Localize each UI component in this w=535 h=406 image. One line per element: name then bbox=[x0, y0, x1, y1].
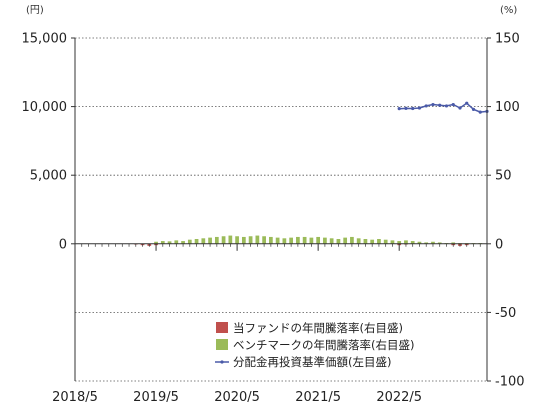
bar bbox=[154, 241, 158, 244]
right-tick-label: 100 bbox=[495, 100, 520, 115]
bar bbox=[235, 236, 239, 244]
bar bbox=[390, 240, 395, 244]
legend-swatch-benchmark bbox=[216, 339, 228, 350]
bar bbox=[255, 235, 260, 244]
bar bbox=[221, 236, 226, 244]
right-tick-label: 50 bbox=[495, 169, 512, 184]
grid-lines bbox=[75, 37, 487, 382]
nav-point bbox=[478, 110, 482, 114]
bar bbox=[167, 241, 172, 244]
axes bbox=[74, 38, 488, 381]
nav-point bbox=[444, 104, 449, 108]
bar bbox=[241, 236, 246, 244]
bar bbox=[363, 238, 368, 244]
line-series bbox=[397, 101, 489, 114]
bar bbox=[160, 241, 165, 244]
right-axis-ticks: 150 100 50 0 -50 -100 bbox=[487, 32, 525, 390]
bar bbox=[417, 241, 422, 244]
left-tick-label: 5,000 bbox=[30, 169, 67, 184]
bar bbox=[262, 236, 266, 244]
bar bbox=[187, 239, 192, 244]
bar bbox=[336, 238, 341, 244]
legend-marker-nav bbox=[220, 360, 224, 364]
nav-point bbox=[397, 107, 401, 111]
nav-point bbox=[404, 106, 408, 110]
bar bbox=[289, 237, 293, 244]
bar bbox=[356, 238, 361, 244]
legend-label-nav: 分配金再投資基準価額(左目盛) bbox=[233, 355, 391, 369]
bar bbox=[343, 237, 348, 244]
nav-point bbox=[424, 104, 428, 108]
bar bbox=[350, 236, 354, 244]
right-tick-label: 0 bbox=[495, 237, 503, 252]
bar bbox=[275, 237, 280, 244]
bar bbox=[282, 238, 287, 244]
x-axis-ticks: 2018/5 2019/5 2020/5 2021/5 2022/5 bbox=[52, 243, 481, 405]
bar bbox=[214, 236, 219, 244]
x-tick-label: 2018/5 bbox=[52, 390, 98, 405]
bar bbox=[194, 238, 199, 244]
bar bbox=[377, 238, 381, 244]
bar bbox=[397, 241, 402, 244]
right-axis-unit: (%) bbox=[500, 5, 517, 16]
legend-swatch-fund bbox=[216, 322, 228, 333]
nav-point bbox=[451, 102, 455, 107]
nav-point bbox=[411, 106, 415, 111]
left-tick-label: 15,000 bbox=[22, 32, 68, 47]
nav-point bbox=[417, 106, 422, 110]
nav-point bbox=[471, 107, 476, 111]
bar bbox=[451, 242, 456, 244]
bar bbox=[248, 236, 253, 244]
right-tick-label: -100 bbox=[495, 375, 525, 390]
bar bbox=[201, 238, 206, 244]
bar bbox=[309, 237, 314, 244]
nav-point bbox=[438, 103, 442, 107]
right-tick-label: -50 bbox=[495, 306, 516, 321]
bar bbox=[323, 237, 327, 244]
bar bbox=[410, 241, 415, 244]
nav-point bbox=[465, 101, 469, 105]
bar bbox=[431, 241, 435, 244]
left-axis-ticks: 15,000 10,000 5,000 0 bbox=[22, 32, 75, 252]
bar bbox=[296, 236, 300, 244]
bar bbox=[383, 239, 388, 244]
nav-point bbox=[431, 102, 435, 107]
x-tick-label: 2020/5 bbox=[214, 390, 260, 405]
bar bbox=[228, 235, 233, 244]
bar bbox=[329, 238, 334, 244]
bar bbox=[269, 236, 273, 244]
x-tick-label: 2019/5 bbox=[133, 390, 179, 405]
bar bbox=[302, 236, 307, 244]
left-axis-unit: (円) bbox=[26, 5, 44, 16]
left-tick-label: 0 bbox=[59, 237, 67, 252]
nav-point bbox=[458, 106, 462, 110]
legend-label-fund: 当ファンドの年間騰落率(右目盛) bbox=[233, 321, 403, 335]
x-tick-label: 2022/5 bbox=[376, 390, 422, 405]
bar bbox=[316, 236, 321, 244]
bar bbox=[404, 240, 408, 244]
bar bbox=[208, 237, 212, 244]
bar bbox=[424, 242, 429, 244]
left-tick-label: 10,000 bbox=[22, 100, 68, 115]
bar bbox=[174, 240, 179, 244]
right-tick-label: 150 bbox=[495, 32, 520, 47]
bar bbox=[370, 239, 375, 244]
bar bbox=[181, 241, 185, 244]
bar bbox=[437, 242, 442, 244]
legend: 当ファンドの年間騰落率(右目盛) ベンチマークの年間騰落率(右目盛) 分配金再投… bbox=[215, 321, 414, 369]
x-tick-label: 2021/5 bbox=[295, 390, 341, 405]
legend-label-benchmark: ベンチマークの年間騰落率(右目盛) bbox=[233, 338, 414, 352]
